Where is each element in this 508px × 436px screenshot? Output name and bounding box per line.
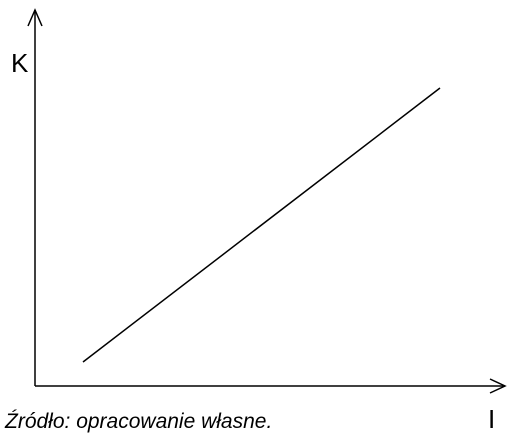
- y-axis-arrow: [27, 8, 43, 27]
- x-axis-arrow: [489, 378, 507, 394]
- caption: Źródło: opracowanie własne.: [4, 410, 272, 433]
- x-axis-label: I: [488, 404, 495, 434]
- y-axis-label: K: [11, 48, 29, 78]
- relation-line: [82, 87, 441, 363]
